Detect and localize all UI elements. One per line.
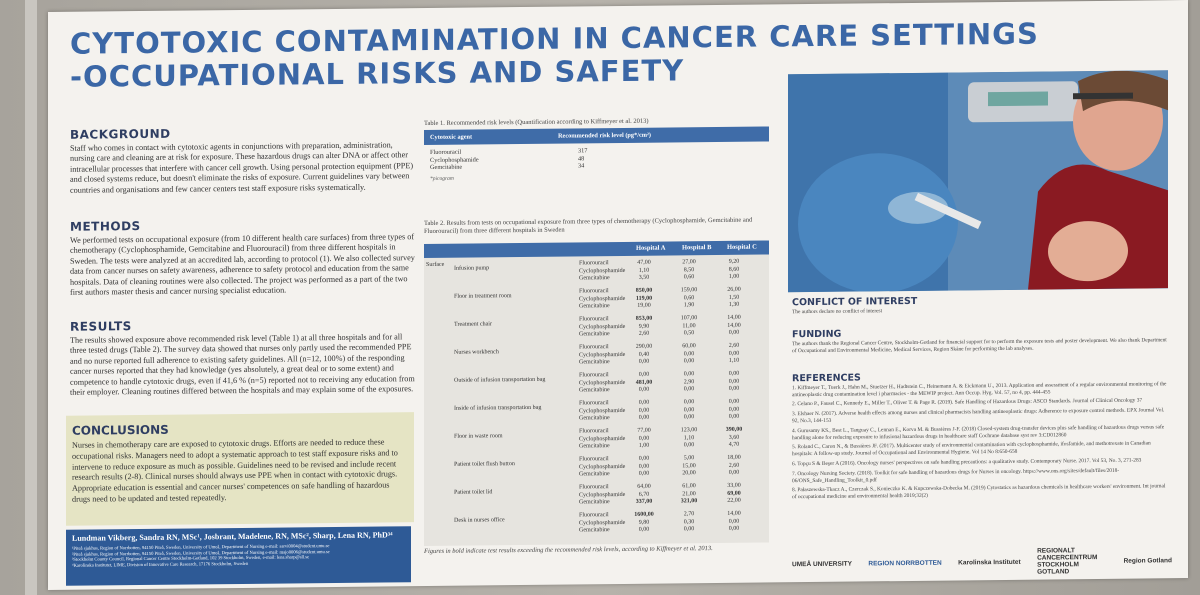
table2-group: Outside of infusion transportation bag Fl… [424,370,769,394]
table2-caption: Table 2. Results from tests on occupatio… [424,216,753,236]
value-hospital-b: 0,00 [683,442,695,449]
value-hospital-c: 0,00 [728,469,740,476]
reference-item: 4. Gurusamy KS., Best L., Tanguay C., Le… [792,424,1165,441]
value-hospital-a: 0,00 [638,526,650,533]
nurse-photo [788,70,1168,293]
methods-section: METHODS We performed tests on occupation… [70,218,415,298]
reference-item: 8. Pałaszewska-Tkacz A., Czerczak S., Ko… [792,483,1166,501]
drug-name: Gemcitabine [579,387,610,394]
value-hospital-b: 0,00 [683,358,695,365]
table2-group: Patient toilet lid Fluorouracil 64,00 61,00… [424,482,769,506]
references-section: REFERENCES 1. Kiffmeyer T., Tuerk J., Ha… [792,372,1167,504]
value-hospital-c: 1,30 [728,301,740,308]
nurse-photo-image [788,70,1168,293]
value-hospital-b: 0,00 [683,414,695,421]
methods-heading: METHODS [70,219,141,234]
risk-level: 34 [578,162,585,170]
value-hospital-a: 0,00 [638,414,650,421]
results-text: The results showed exposure above recomm… [70,331,415,397]
author-names: Lundman Vikberg, Sandra RN, MSc¹, Josbra… [72,530,393,543]
table2-header: Hospital A Hospital B Hospital C [424,240,769,259]
norrbotten-logo: REGION NORRBOTTEN [868,559,942,567]
results-heading: RESULTS [70,319,132,334]
value-hospital-c: 1,10 [728,357,740,364]
drug-name: Gemcitabine [579,331,610,338]
value-hospital-c: 0,00 [728,413,740,420]
karolinska-logo: Karolinska Institutet [958,558,1021,566]
reference-item: 5. Roland C., Caron N., & Bussières JF. … [792,440,1151,458]
drug-name: Gemcitabine [579,303,610,310]
table2-group: Treatment chair Fluorouracil 853,00 107,00 1… [424,314,769,338]
funding-section: FUNDING The authors thank the Regional C… [792,328,1167,354]
board-frame [25,0,37,595]
value-hospital-c: 0,00 [728,329,740,336]
poster: CYTOTOXIC CONTAMINATION IN CANCER CARE S… [48,0,1188,590]
drug-name: Gemcitabine [579,527,610,534]
value-hospital-b: 321,00 [680,498,698,505]
value-hospital-a: 0,00 [638,386,650,393]
value-hospital-a: 337,00 [635,498,653,505]
table2-footnote: Figures in bold indicate test results ex… [424,545,713,556]
table1-col2: Recommended risk level (pg*/cm²) [558,131,651,140]
value-hospital-c: 4,70 [728,441,740,448]
table2-group: Floor in waste room Fluorouracil 77,00 123,… [424,426,769,450]
table2-group: Desk in nurses office Fluorouracil 1600,00… [424,510,769,534]
value-hospital-a: 0,00 [638,358,650,365]
table2-group: Inside of infusion transportation bag Flu… [424,398,769,422]
value-hospital-a: 3,50 [638,274,650,281]
background-text: Staff who comes in contact with cytotoxi… [70,139,414,195]
drug-name: Gemcitabine [579,359,610,366]
reference-item: 3. Elshaer N. (2017). Adverse health eff… [792,407,1165,425]
hospital-c-header: Hospital C [727,243,757,251]
hospital-a-header: Hospital A [636,244,666,252]
value-hospital-c: 22,00 [727,497,741,504]
value-hospital-c: 1,00 [728,273,740,280]
value-hospital-b: 0,00 [683,526,695,533]
conclusions-text: Nurses in chemotherapy care are exposed … [72,437,398,504]
value-hospital-b: 20,00 [682,470,696,477]
table2-group: Floor in treatment room Fluorouracil 850,0… [424,286,769,310]
reference-item: 2. Celano P., Fausel C., Kennedy E., Mil… [792,397,1143,408]
funding-text: The authors thank the Regional Cancer Ce… [792,337,1167,354]
gotland-logo: Region Gotland [1123,556,1172,565]
drug-name: Gemcitabine [579,415,610,422]
table2-group: Surface Infusion pump Fluorouracil 47,00 27,… [424,258,769,282]
reference-item: 7. Oncology Nursing Society. (2018). Too… [792,467,1120,484]
value-hospital-a: 2,60 [638,330,650,337]
drug-name: Gemcitabine [579,471,610,478]
authors-box: Lundman Vikberg, Sandra RN, MSc¹, Josbra… [66,526,411,586]
table2-group: Patient toilet flush button Fluorouracil 0… [424,454,769,478]
value-hospital-c: 0,00 [728,525,740,532]
table2: Hospital A Hospital B Hospital C Surface… [424,240,769,547]
umea-logo: UMEÅ UNIVERSITY [792,560,852,568]
conclusions-heading: CONCLUSIONS [72,422,169,438]
value-hospital-a: 1,00 [638,442,650,449]
value-hospital-b: 1,90 [683,302,695,309]
drug-name: Gemcitabine [579,443,610,450]
agent-name: Gemcitabine [430,163,463,171]
results-section: RESULTS The results showed exposure abov… [70,318,415,398]
rcc-logo: REGIONALT CANCERCENTRUM STOCKHOLM GOTLAN… [1037,547,1098,576]
value-hospital-c: 0,00 [728,385,740,392]
hospital-b-header: Hospital B [682,244,712,252]
drug-name: Gemcitabine [579,499,610,506]
table1: Cytotoxic agent Recommended risk level (… [424,126,769,185]
value-hospital-b: 0,00 [683,386,695,393]
value-hospital-a: 19,00 [637,302,651,309]
drug-name: Gemcitabine [579,275,610,282]
table1-col1: Cytotoxic agent [430,133,473,141]
conflict-section: CONFLICT OF INTEREST The authors declare… [792,296,1167,316]
value-hospital-a: 0,00 [638,470,650,477]
reference-item: 1. Kiffmeyer T., Tuerk J., Hahn M., Stue… [792,381,1167,398]
logo-bar: UMEÅ UNIVERSITY REGION NORRBOTTEN Karoli… [792,547,1172,576]
reference-item: 6. Topçu S & Beşer A (2016). Oncology nu… [792,457,1142,468]
table2-group: Nurses workbench Fluorouracil 290,00 60,00 2… [424,342,769,366]
value-hospital-b: 0,60 [683,274,695,281]
background-section: BACKGROUND Staff who comes in contact wi… [70,126,415,196]
value-hospital-b: 0,50 [683,330,695,337]
methods-text: We performed tests on occupational expos… [70,231,415,297]
conclusions-box: CONCLUSIONS Nurses in chemotherapy care … [66,412,414,526]
background-heading: BACKGROUND [70,126,171,142]
